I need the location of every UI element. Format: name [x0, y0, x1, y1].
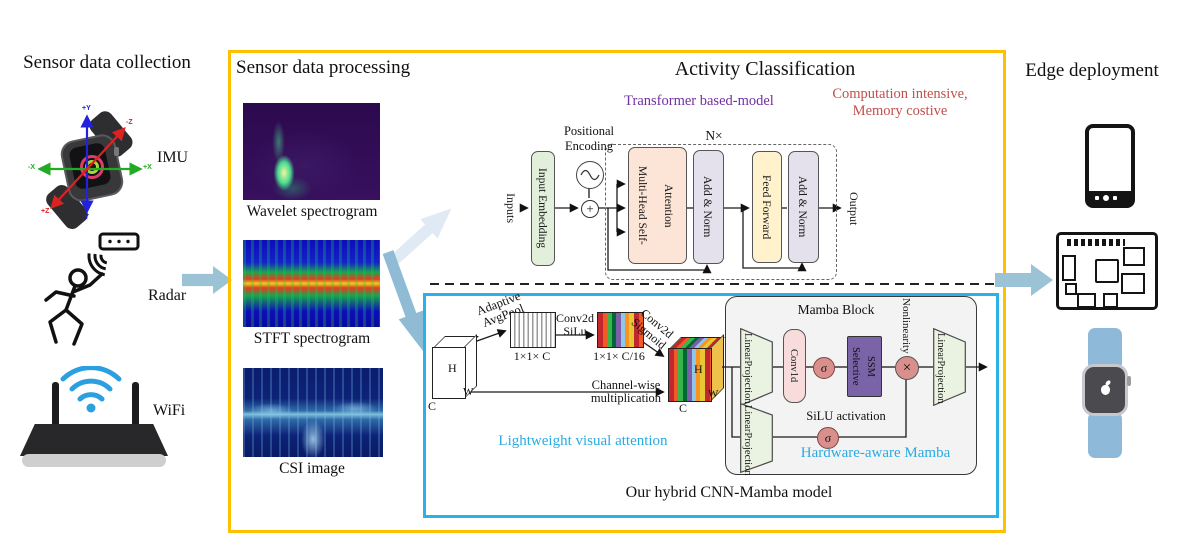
conv2d-silu-label: Conv2d SiLu: [555, 311, 594, 338]
nonlinearity-label: Nonlinearity: [900, 298, 912, 354]
cost-note-line1: Computation intensive,: [832, 86, 968, 102]
input-cube-w: W: [463, 386, 474, 398]
axis-label-y-neg: -Y: [82, 214, 89, 221]
imu-label: IMU: [157, 149, 189, 166]
apple-logo-icon: [1101, 385, 1110, 395]
hybrid-model-caption: Our hybrid CNN-Mamba model: [625, 484, 833, 501]
imu-axes-icon: [38, 114, 143, 214]
smartwatch-icon: [1065, 328, 1145, 460]
imu-watch-graphic: +Y -Y -X +X -Z +Z: [28, 103, 198, 233]
transformer-inputs-label: Inputs: [504, 193, 518, 223]
axis-label-y-pos: +Y: [82, 105, 91, 112]
router-body: [20, 424, 168, 456]
board-usb-bottom: [1121, 273, 1145, 294]
weighted-cube-w: W: [708, 388, 719, 400]
board-chip: [1095, 259, 1119, 283]
axis-label-z-neg: -Z: [126, 119, 133, 126]
silu-activation-label: SiLU activation: [806, 409, 886, 423]
hybrid-model-box: [423, 293, 999, 518]
input-cube-front: [432, 347, 466, 399]
positional-encoding-label: Positional Encoding: [563, 124, 614, 153]
add-norm-box-1: Add & Norm: [693, 150, 724, 264]
mamba-connectors: [722, 362, 988, 438]
sigma-circle-bottom: σ: [817, 427, 839, 449]
hardware-aware-mamba-label: Hardware-aware Mamba: [800, 445, 951, 461]
board-component-small: [1065, 283, 1077, 295]
board-connector-1: [1077, 293, 1096, 308]
wavelet-spectrogram-image: [243, 103, 380, 200]
section-separator-line: [430, 283, 996, 285]
linear-projection-top: LinearProjection: [740, 328, 773, 406]
mamba-block-title: Mamba Block: [797, 302, 875, 317]
watch-side-button: [1127, 376, 1131, 386]
axis-label-x-neg: -X: [28, 164, 35, 171]
collection-title: Sensor data collection: [23, 52, 191, 73]
router-antenna-right: [132, 382, 139, 428]
sigma-circle-top: σ: [813, 357, 835, 379]
squeezed-feature-box: [597, 312, 644, 348]
router-antenna-left: [52, 382, 59, 428]
phone-dot-3: [1113, 196, 1117, 200]
selective-ssm-box: Selective SSM: [847, 336, 882, 397]
wavelet-spectrogram-label: Wavelet spectrogram: [246, 203, 378, 220]
multiply-circle: ×: [895, 356, 919, 380]
deployment-title: Edge deployment: [1025, 60, 1159, 81]
weighted-cube-h: H: [694, 362, 703, 376]
lightweight-attention-label: Lightweight visual attention: [498, 433, 668, 449]
multi-head-self-attention-box: Multi-Head Self- Attention: [628, 147, 687, 264]
router-base: [22, 454, 166, 467]
axis-label-x-pos: +X: [143, 164, 152, 171]
dim-1x1xc-label: 1×1× C: [513, 349, 551, 363]
pooled-feature-box: [510, 312, 556, 348]
positional-encoding-circle: [576, 161, 604, 189]
csi-image: [243, 368, 383, 457]
input-embedding-box: Input Embedding: [531, 151, 555, 266]
board-usb-top: [1123, 247, 1145, 266]
dim-1x1xc16-label: 1×1× C/16: [593, 349, 645, 363]
input-cube-h: H: [448, 361, 457, 375]
classification-title: Activity Classification: [674, 58, 856, 80]
transformer-output-label: Output: [847, 192, 861, 226]
input-cube-c: C: [428, 399, 437, 413]
watch-strap-bottom: [1088, 412, 1122, 458]
stft-spectrogram-image: [243, 240, 380, 327]
transformer-model-label: Transformer based-model: [624, 93, 774, 109]
feed-forward-box: Feed Forward: [752, 151, 782, 263]
weighted-cube-front: [668, 348, 712, 402]
cost-note-line2: Memory costive: [852, 103, 948, 119]
csi-image-label: CSI image: [279, 460, 345, 477]
phone-dot-2: [1103, 195, 1109, 201]
phone-dot-1: [1095, 196, 1099, 200]
add-norm-box-2: Add & Norm: [788, 151, 819, 263]
processing-classification-box: [228, 50, 1006, 533]
wifi-label: WiFi: [153, 402, 186, 419]
linear-projection-out: LinearProjection: [933, 328, 966, 406]
stft-spectrogram-label: STFT spectrogram: [253, 330, 371, 347]
weighted-cube-c: C: [679, 401, 688, 415]
wifi-waves-icon: [60, 366, 122, 413]
watch-strap-top: [1088, 328, 1122, 370]
linear-projection-bottom: LinearProjection: [740, 403, 773, 476]
board-port-left: [1062, 255, 1076, 281]
phone-bottom-bar: [1089, 191, 1131, 204]
processing-title: Sensor data processing: [236, 57, 411, 78]
board-connector-2: [1103, 293, 1118, 308]
conv1d-box: Conv1d: [783, 329, 806, 403]
sine-wave-icon: [580, 169, 600, 181]
transformer-connectors: [519, 179, 842, 274]
flow-arrow-collection-to-processing: [182, 266, 232, 294]
wifi-router-icon: [20, 366, 168, 474]
sbc-board-icon: [1056, 232, 1158, 310]
n-times-label: N×: [705, 128, 723, 143]
axis-label-z-pos: +Z: [41, 208, 50, 215]
channel-wise-label: Channel-wise multiplication: [590, 378, 662, 405]
plus-circle: +: [581, 200, 599, 218]
smartphone-icon: [1085, 124, 1135, 208]
radar-person-icon: [44, 232, 140, 346]
board-gpio-pins: [1067, 239, 1125, 246]
cost-note: Computation intensive, Memory costive: [808, 86, 992, 120]
radar-label: Radar: [148, 287, 187, 304]
n-times-dashed-box: [605, 144, 837, 280]
